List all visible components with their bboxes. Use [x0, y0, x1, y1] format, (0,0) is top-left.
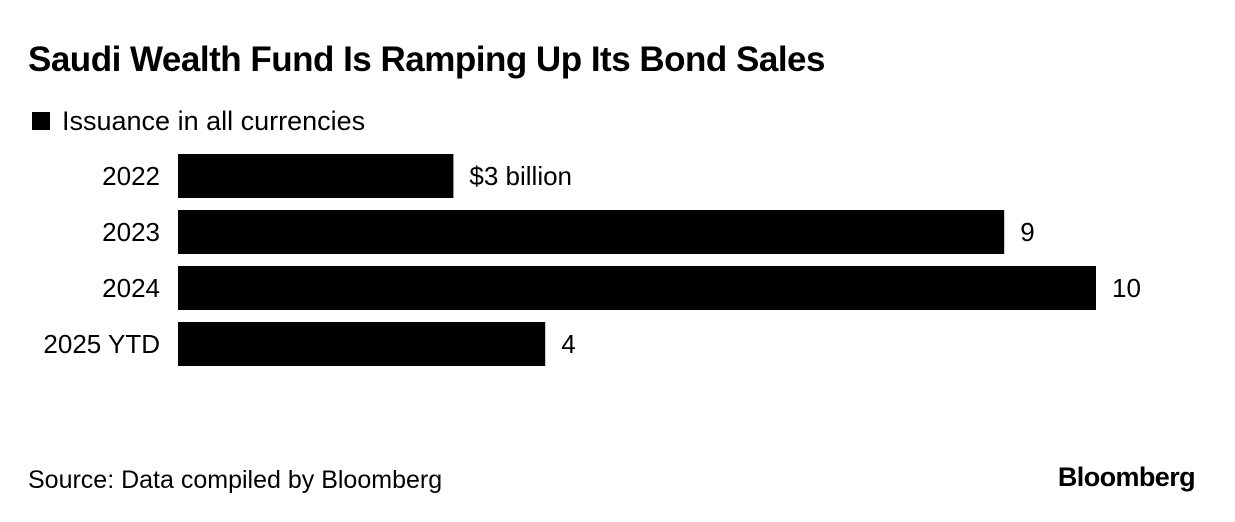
bar	[178, 322, 546, 366]
data-label: 4	[561, 329, 575, 359]
category-label: 2022	[102, 161, 160, 191]
bar	[178, 266, 1096, 310]
category-label: 2025 YTD	[43, 329, 160, 359]
data-label: 10	[1112, 273, 1141, 303]
bar	[178, 210, 1005, 254]
legend-swatch	[32, 112, 50, 130]
category-label: 2023	[102, 217, 160, 247]
chart-title: Saudi Wealth Fund Is Ramping Up Its Bond…	[28, 40, 826, 79]
bar-chart: 2022 $3 billion 2023 9 2024 10 2025 YTD 4	[43, 154, 1141, 366]
data-label: 9	[1020, 217, 1034, 247]
source-note: Source: Data compiled by Bloomberg	[28, 466, 443, 494]
category-label: 2024	[102, 273, 160, 303]
bloomberg-logo: Bloomberg	[1057, 462, 1196, 492]
data-label: $3 billion	[469, 161, 572, 191]
legend-label: Issuance in all currencies	[62, 105, 366, 136]
bar	[178, 154, 454, 198]
legend: Issuance in all currencies	[32, 106, 365, 136]
